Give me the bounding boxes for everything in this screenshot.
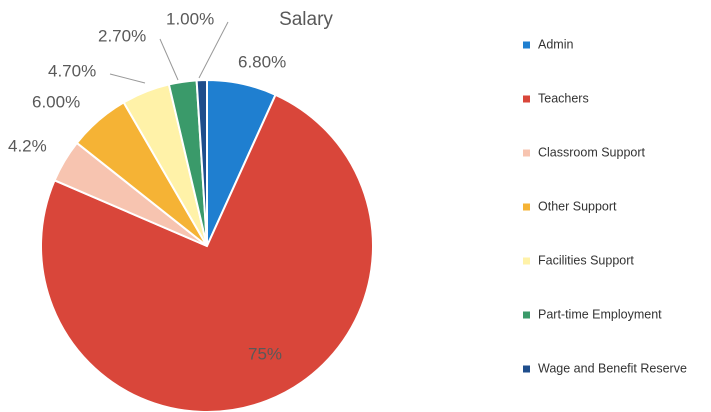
data-label: 6.80%: [238, 52, 286, 71]
legend-label: Classroom Support: [538, 145, 646, 159]
legend-swatch: [523, 203, 530, 211]
chart-title: Salary: [279, 9, 333, 30]
legend-swatch: [523, 95, 530, 103]
legend-label: Part-time Employment: [538, 307, 662, 321]
legend-label: Other Support: [538, 199, 617, 213]
pie-slice: [195, 78, 208, 247]
data-label: 4.70%: [48, 61, 96, 80]
legend-swatch: [523, 41, 530, 49]
legend-label: Admin: [538, 37, 573, 51]
leader-line: [198, 21, 229, 79]
data-label: 75%: [248, 344, 282, 363]
data-label: 4.2%: [8, 136, 47, 155]
legend-swatch: [523, 149, 530, 157]
pie-slice: [40, 93, 374, 412]
legend-swatch: [523, 365, 530, 373]
legend-swatch: [523, 311, 530, 319]
legend-label: Teachers: [538, 91, 589, 105]
legend-swatch: [523, 257, 530, 265]
legend-label: Facilities Support: [538, 253, 634, 267]
leader-line: [159, 38, 179, 81]
data-label: 2.70%: [98, 26, 146, 45]
data-label: 1.00%: [166, 9, 214, 28]
leader-line: [109, 73, 146, 84]
data-label: 6.00%: [32, 92, 80, 111]
legend-label: Wage and Benefit Reserve: [538, 361, 687, 375]
